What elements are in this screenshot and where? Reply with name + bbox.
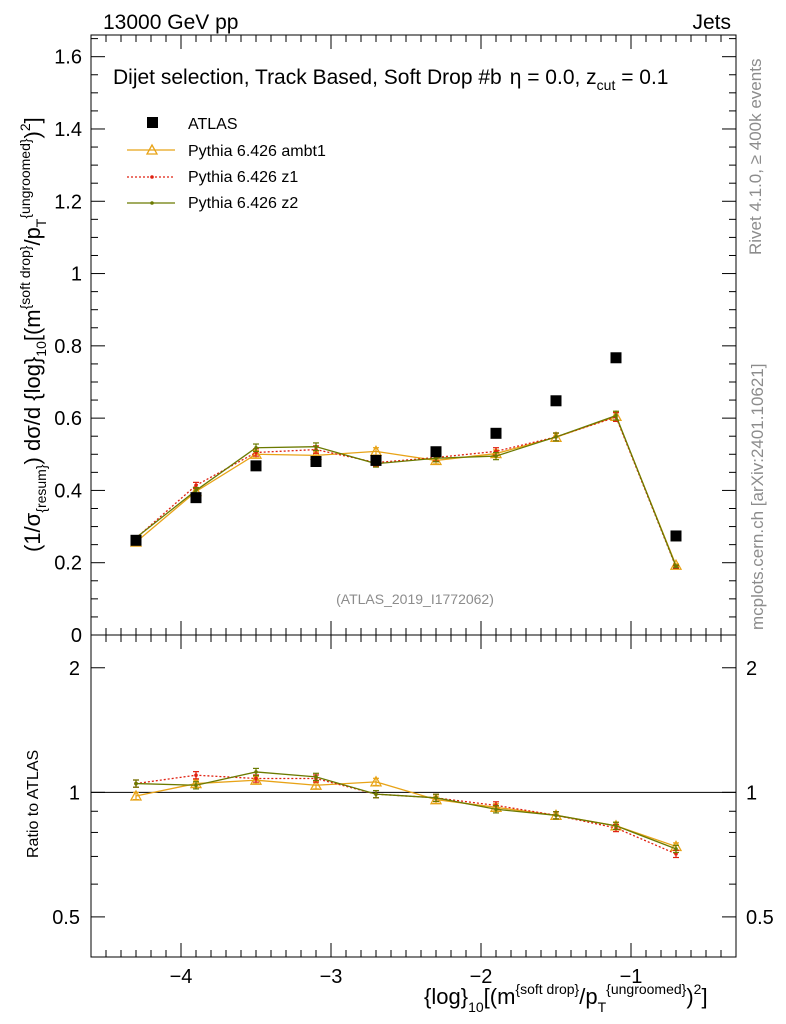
main-y-axis-label: (1/σ{resum}) dσ/d {log}10[(m{soft drop}/… — [17, 117, 49, 552]
y-tick-label: 1.4 — [54, 119, 82, 141]
x-tick-label: −1 — [620, 966, 643, 988]
legend-z2-marker — [150, 201, 154, 205]
main-z2-point — [614, 413, 618, 418]
ratio-z2-point — [614, 824, 618, 828]
main-z2-point — [194, 488, 198, 493]
ratio-y-tick-label: 0.5 — [52, 907, 80, 929]
y-tick-label: 0.4 — [54, 480, 82, 502]
legend-ambt1-label: Pythia 6.426 ambt1 — [188, 143, 326, 160]
main-atlas-point — [550, 395, 562, 407]
header-left: 13000 GeV pp — [103, 11, 238, 34]
ratio-z2-point — [134, 781, 138, 786]
y-tick-label: 0.2 — [54, 553, 82, 575]
analysis-watermark: (ATLAS_2019_I1772062) — [336, 591, 494, 607]
main-atlas-point — [130, 534, 142, 546]
ratio-z2-point — [194, 783, 198, 788]
ratio-ambt1-line — [135, 779, 677, 848]
main-atlas-point — [490, 427, 502, 439]
main-z1-line — [135, 416, 677, 568]
legend-z1-marker — [150, 175, 154, 179]
header-right: Jets — [692, 11, 731, 34]
main-ambt1-line — [135, 415, 677, 566]
legend-z2-label: Pythia 6.426 z2 — [188, 195, 298, 212]
plot-title: Dijet selection, Track Based, Soft Drop … — [113, 66, 669, 93]
ratio-z2-point — [554, 813, 558, 818]
main-z2-point — [554, 435, 558, 439]
ratio-z1-point — [254, 776, 258, 781]
ratio-z1-line — [135, 774, 677, 855]
ratio-ambt1-point — [249, 773, 263, 785]
main-atlas-point — [250, 460, 262, 472]
main-atlas-point — [370, 454, 382, 466]
ratio-z2-point — [494, 807, 498, 812]
legend-atlas-marker — [147, 117, 158, 128]
legend-atlas-label: ATLAS — [188, 116, 238, 133]
rivet-label: Rivet 4.1.0, ≥ 400k events — [746, 59, 765, 255]
main-z2-point — [314, 444, 318, 449]
y-tick-label: 0.6 — [54, 408, 82, 430]
main-atlas-point — [310, 456, 322, 468]
ratio-ambt1-point — [429, 793, 443, 805]
ratio-y-tick-label: 2 — [69, 658, 80, 680]
ratio-ambt1-point — [129, 789, 143, 801]
main-z2-line — [135, 414, 677, 567]
mcplots-label: mcplots.cern.ch [arXiv:2401.10621] — [748, 364, 767, 630]
main-atlas-point — [610, 352, 622, 364]
ratio-y-axis-label: Ratio to ATLAS — [25, 750, 42, 858]
y-tick-label: 1.6 — [54, 47, 82, 69]
x-tick-label: −3 — [320, 966, 343, 988]
main-z2-point — [254, 445, 258, 450]
y-tick-label: 1.2 — [54, 191, 82, 213]
main-z2-point — [434, 456, 438, 461]
ratio-z2-point — [674, 847, 678, 851]
main-atlas-point — [190, 492, 202, 504]
y-tick-label: 0 — [71, 625, 82, 647]
legend-ambt1-marker — [145, 143, 159, 155]
x-axis-label: {log}10[(m{soft drop}/pT{ungroomed})2] — [424, 981, 708, 1015]
legend-z1-label: Pythia 6.426 z1 — [188, 169, 298, 186]
x-tick-label: −4 — [170, 966, 193, 988]
ratio-y-tick-label: 1 — [746, 782, 757, 804]
main-z2-point — [494, 454, 498, 458]
main-ambt1-point — [429, 454, 443, 466]
ratio-panel-frame — [90, 634, 737, 958]
legend: ATLAS Pythia 6.426 ambt1 Pythia 6.426 z1… — [127, 116, 326, 212]
main-atlas-point — [670, 530, 682, 542]
ratio-z2-point — [434, 796, 438, 800]
y-tick-label: 0.8 — [54, 336, 82, 358]
main-z2-point — [674, 564, 678, 569]
x-tick-label: −2 — [470, 966, 493, 988]
main-z1-point — [194, 483, 198, 488]
ratio-z2-line — [135, 771, 677, 850]
ratio-y-tick-label: 2 — [746, 658, 757, 680]
chart-marks: −4 −3 −2 −1 0 0.2 0.4 0.6 0.8 1 1.2 1.4 1.6 0.5 0.5 1 1 2… — [52, 35, 774, 988]
ratio-y-tick-label: 0.5 — [746, 907, 774, 929]
ratio-z1-point — [194, 773, 198, 778]
ratio-y-tick-label: 1 — [69, 782, 80, 804]
ratio-z2-point — [254, 770, 258, 774]
y-tick-label: 1 — [71, 264, 82, 286]
ratio-z2-point — [374, 792, 378, 796]
ratio-ambt1-point — [369, 775, 383, 787]
main-atlas-point — [430, 446, 442, 458]
ratio-z2-point — [314, 775, 318, 779]
ratio-ambt1-point — [309, 778, 323, 790]
